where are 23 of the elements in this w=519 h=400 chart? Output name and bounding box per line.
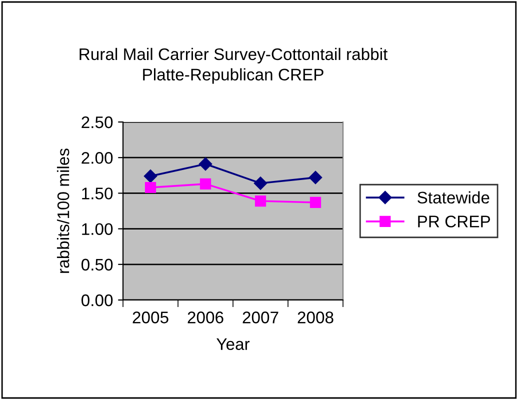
legend-label: Statewide [418,191,490,204]
legend-label: PR CREP [418,216,490,228]
y-tick-label: 1.00 [82,223,113,236]
point [310,196,322,208]
y-tick-label: 0.50 [81,258,113,271]
point [144,170,158,183]
point [254,176,268,190]
y-tick-label: 1.50 [82,188,113,200]
y-axis-title: rabbits/100 miles [56,148,70,273]
chart-title: Rural Mail Carrier Survey-Cottontail rabbit Platte-Republican CREP [80,48,388,84]
point [254,195,266,207]
point [200,178,212,190]
x-axis-title: Year [216,338,250,350]
point [144,182,156,194]
y-tick-label: 0.00 [81,294,113,306]
point [198,157,212,171]
x-tick-label: 2008 [298,312,334,324]
y-tick-label: 2.00 [82,152,113,164]
point [308,170,322,184]
x-tick-label: 2007 [242,312,278,324]
y-tick-label: 2.50 [82,116,113,128]
x-tick-label: 2006 [188,312,224,324]
x-tick-label: 2005 [132,312,168,324]
